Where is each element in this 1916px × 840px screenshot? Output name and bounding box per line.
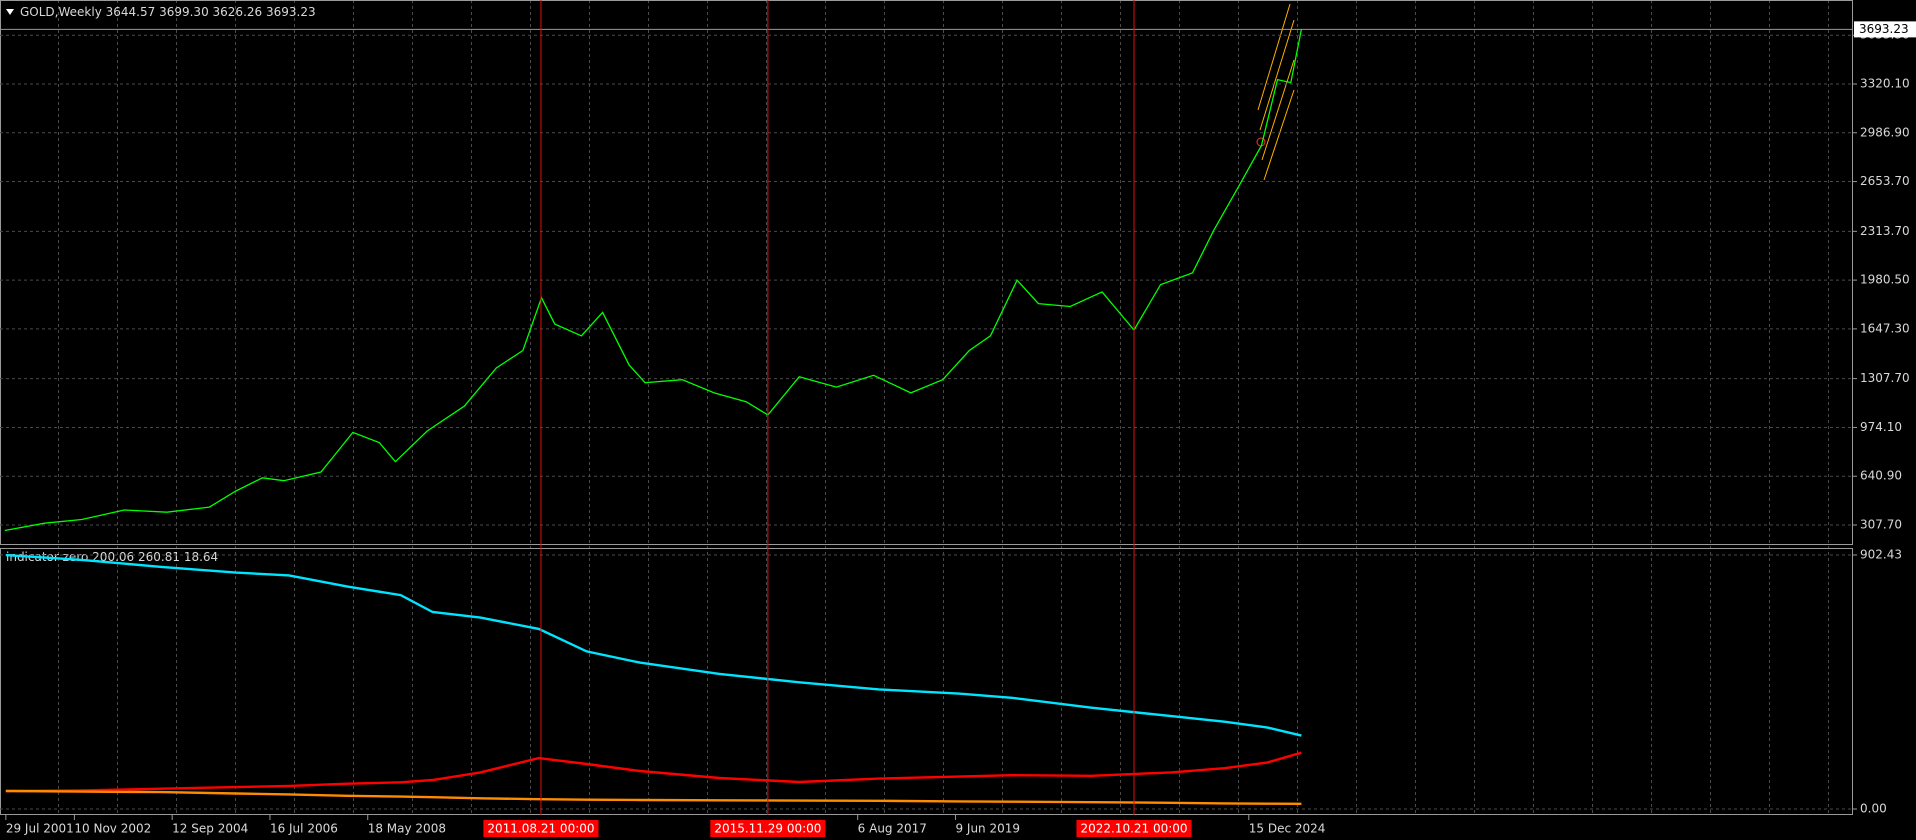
symbol: GOLD,Weekly [20, 5, 102, 19]
close: 3693.23 [266, 5, 316, 19]
indicator-value: 260.81 [138, 550, 180, 564]
y-tick-label: 1307.70 [1860, 371, 1910, 385]
series-line [5, 789, 1302, 805]
event-label: 2015.11.29 00:00 [710, 820, 826, 837]
last-price-box [1854, 21, 1916, 38]
x-tick-label: 16 Jul 2006 [270, 822, 338, 836]
event-label: 2022.10.21 00:00 [1076, 820, 1192, 837]
x-tick-label: 12 Sep 2004 [172, 822, 248, 836]
series-line [5, 751, 1302, 793]
low: 3626.26 [213, 5, 263, 19]
series-line [4, 29, 1303, 532]
price-pane-frame [0, 0, 1853, 545]
high: 3699.30 [159, 5, 209, 19]
x-tick-label: 29 Jul 2001 [6, 822, 74, 836]
series-line [5, 553, 1302, 737]
last-price-label: 3693.23 [1859, 22, 1909, 36]
y-tick-label: 3320.10 [1860, 77, 1910, 91]
event-label-box [710, 820, 826, 837]
y-tick-label: 902.43 [1860, 548, 1902, 562]
event-label-box [483, 820, 599, 837]
event-label-text: 2015.11.29 00:00 [714, 822, 821, 836]
y-tick-label: 2986.90 [1860, 125, 1910, 139]
channel-line [1261, 59, 1295, 161]
y-tick-label: 2653.70 [1860, 174, 1910, 188]
channel-line [1263, 89, 1295, 181]
x-tick-label: 9 Jun 2019 [955, 822, 1020, 836]
x-tick-label: 10 Nov 2002 [74, 822, 151, 836]
event-label-text: 2022.10.21 00:00 [1080, 822, 1187, 836]
price-header: GOLD,Weekly 3644.57 3699.30 3626.26 3693… [20, 5, 316, 19]
channel [1257, 3, 1295, 181]
event-label: 2011.08.21 00:00 [483, 820, 599, 837]
indicator-value: 18.64 [184, 550, 218, 564]
channel-line [1257, 3, 1291, 111]
y-tick-label: 974.10 [1860, 420, 1902, 434]
y-tick-label: 2313.70 [1860, 224, 1910, 238]
y-tick-label: 1980.50 [1860, 273, 1910, 287]
event-label-text: 2011.08.21 00:00 [487, 822, 594, 836]
indicator-value: 200.06 [92, 550, 134, 564]
y-tick-label: 0.00 [1860, 802, 1887, 816]
x-tick-label: 15 Dec 2024 [1249, 822, 1326, 836]
y-tick-label: 1647.30 [1860, 321, 1910, 335]
y-tick-label: 307.70 [1860, 518, 1902, 532]
y-tick-label: 640.90 [1860, 469, 1902, 483]
open: 3644.57 [106, 5, 156, 19]
time-grid [0, 0, 1853, 815]
x-tick-label: 6 Aug 2017 [858, 822, 927, 836]
indicator-pane-frame [0, 548, 1853, 815]
channel-line [1259, 19, 1295, 131]
x-tick-label: 18 May 2008 [368, 822, 446, 836]
collapse-icon[interactable] [6, 9, 14, 15]
event-label-box [1076, 820, 1192, 837]
